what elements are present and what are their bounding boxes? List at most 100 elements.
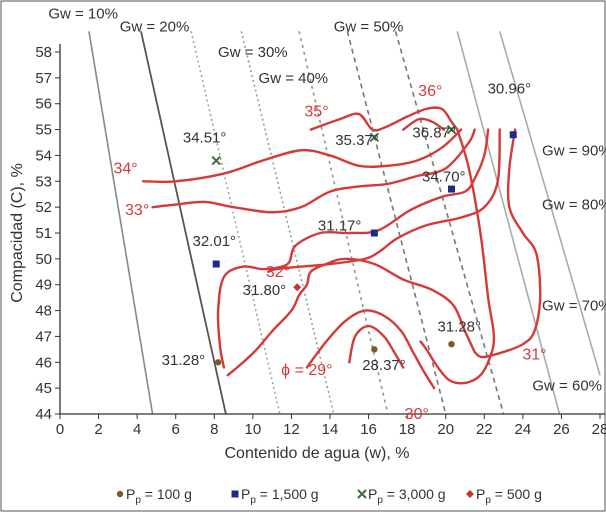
contour-line [151, 128, 476, 214]
legend-label: Pp = 100 g [126, 486, 192, 506]
saturation-label: Gw = 40% [259, 70, 329, 87]
point-value-label: 31.17° [318, 217, 362, 234]
saturation-line [240, 31, 335, 414]
saturation-label: Gw = 80% [542, 197, 606, 214]
contour-label: ϕ = 29° [281, 362, 332, 379]
contour-line [473, 128, 542, 359]
saturation-line [394, 31, 505, 414]
saturation-line [190, 31, 281, 414]
x-tick-label: 24 [515, 421, 532, 438]
x-tick-label: 28 [592, 421, 606, 438]
x-tick-label: 10 [245, 421, 262, 438]
saturation-line [346, 31, 447, 414]
contour-line [267, 128, 501, 273]
contour-line [419, 128, 496, 385]
legend-item: Pp = 3,000 g [357, 486, 446, 506]
y-tick-label: 58 [35, 44, 52, 61]
y-tick-label: 53 [35, 173, 52, 190]
y-tick-label: 47 [35, 328, 52, 345]
contour-line [309, 106, 459, 132]
x-tick-label: 6 [172, 421, 180, 438]
saturation-line [140, 31, 227, 414]
saturation-label: Gw = 90% [542, 142, 606, 159]
data-point [446, 124, 457, 135]
x-tick-label: 2 [94, 421, 102, 438]
legend-marker [466, 490, 474, 498]
data-point [369, 132, 380, 143]
contour-line [226, 257, 476, 377]
saturation-label: Gw = 50% [334, 18, 404, 35]
saturation-line [88, 31, 154, 414]
legend-marker [231, 490, 239, 498]
contour-line [348, 324, 405, 369]
legend: Pp = 100 g Pp = 1,500 g Pp = 3,000 g Pp = 5… [116, 486, 542, 506]
x-tick-label: 20 [437, 421, 454, 438]
point-value-label: 31.28° [162, 352, 206, 369]
data-point [214, 359, 222, 366]
contour-line [402, 117, 445, 131]
point-value-label: 32.01° [193, 233, 237, 250]
x-axis-label: Contenido de agua (w), % [225, 445, 410, 462]
y-tick-label: 48 [35, 303, 52, 320]
data-points: 31.28° 28.37° 31.28° 32.01° 31.17° 34.70° 30.9… [162, 80, 531, 374]
legend-marker [357, 489, 367, 499]
legend-item: Pp = 1,500 g [231, 486, 319, 506]
y-tick-label: 57 [35, 70, 52, 87]
legend-label: Pp = 3,000 g [368, 486, 446, 506]
legend-label: Pp = 1,500 g [241, 486, 319, 506]
y-tick-label: 55 [35, 122, 52, 139]
y-tick-label: 49 [35, 277, 52, 294]
data-point [509, 131, 517, 139]
contour-line [305, 309, 436, 390]
saturation-lines [88, 31, 601, 414]
x-tick-label: 8 [210, 421, 218, 438]
data-point [371, 346, 378, 353]
y-tick-label: 54 [35, 147, 52, 164]
saturation-label: Gw = 70% [542, 298, 606, 315]
y-tick-label: 52 [35, 199, 52, 216]
x-tick-label: 18 [399, 421, 416, 438]
contour-label: 32° [266, 264, 290, 281]
point-value-label: 34.70° [422, 168, 466, 185]
x-tick-label: 4 [133, 421, 141, 438]
data-point [448, 185, 455, 193]
contour-label: 30° [405, 406, 429, 423]
contour-line [216, 128, 490, 369]
data-point [370, 229, 378, 237]
saturation-line [498, 31, 601, 376]
y-tick-label: 56 [35, 96, 52, 113]
point-value-label: 30.96° [488, 80, 532, 97]
saturation-line [456, 31, 561, 414]
saturation-label: Gw = 10% [48, 5, 118, 22]
annotations: Gw = 10%Gw = 20% Gw = 30% Gw = 40% Gw = 50%… [48, 5, 606, 423]
saturation-line [298, 31, 389, 414]
x-tick-label: 0 [56, 421, 64, 438]
point-value-label: 34.51° [183, 130, 227, 147]
contour-lines [141, 106, 542, 390]
point-value-label: 31.80° [243, 282, 287, 299]
legend-label: Pp = 500 g [476, 486, 542, 506]
data-point [293, 283, 302, 292]
x-tick-label: 16 [360, 421, 377, 438]
y-tick-label: 46 [35, 354, 52, 371]
data-point [212, 260, 220, 268]
point-value-label: 35.37° [335, 132, 379, 149]
x-tick-label: 22 [476, 421, 493, 438]
legend-marker [116, 490, 124, 498]
data-point [448, 340, 455, 348]
y-tick-label: 50 [35, 251, 52, 268]
y-tick-label: 51 [35, 225, 52, 242]
contour-label: 31° [522, 347, 546, 364]
point-value-label: 28.37° [362, 357, 406, 374]
contour-label: 36° [418, 83, 442, 100]
legend-item: Pp = 500 g [466, 486, 542, 506]
x-tick-label: 26 [553, 421, 570, 438]
contour-label: 33° [125, 202, 149, 219]
point-value-label: 36.87° [412, 124, 456, 141]
saturation-label: Gw = 20% [120, 18, 190, 35]
y-axis-label: Compacidad (C), % [9, 163, 26, 303]
contour-label: 35° [304, 104, 328, 121]
